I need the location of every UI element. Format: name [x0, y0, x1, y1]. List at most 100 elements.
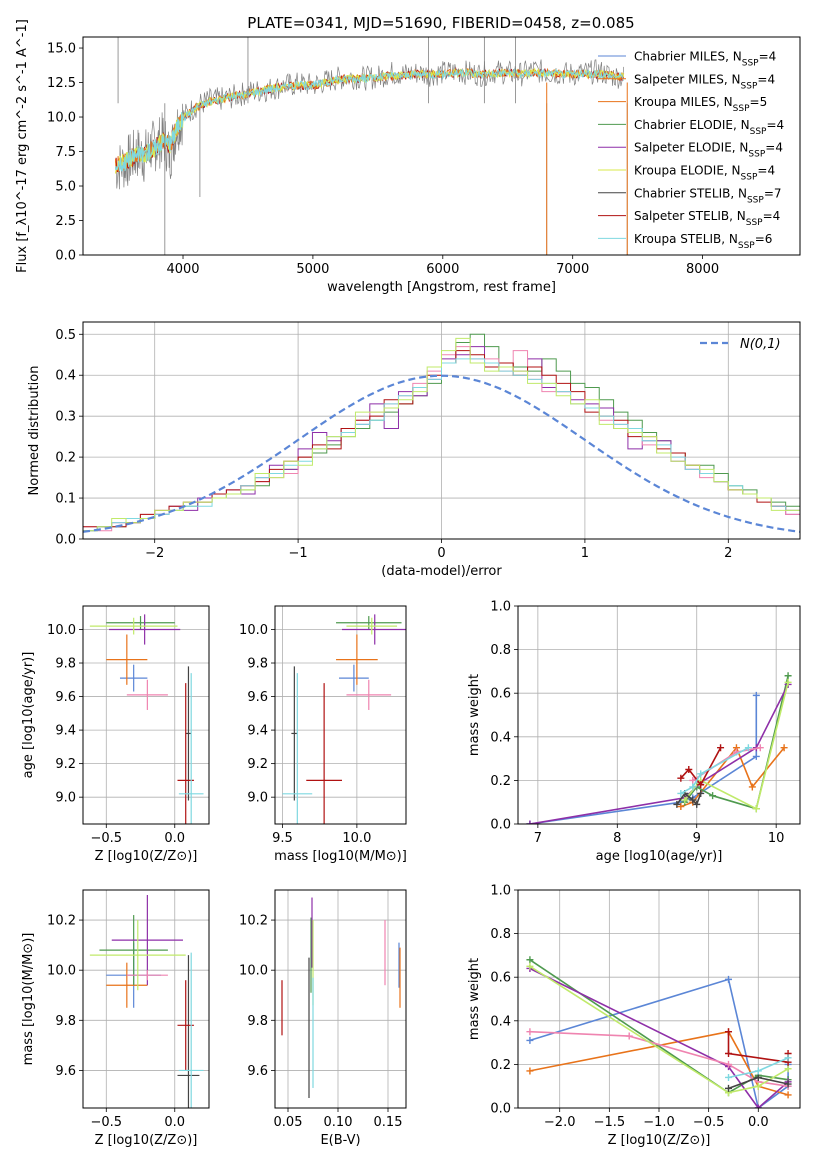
weight-marker — [784, 672, 792, 680]
x-axis-label: (data-model)/error — [381, 564, 502, 579]
y-tick-label: 0.0 — [490, 1102, 511, 1117]
weight-marker — [756, 744, 764, 752]
axes-frame — [517, 605, 801, 825]
y-tick-label: 0.4 — [490, 1014, 511, 1029]
weight-lines — [526, 672, 792, 824]
x-tick-label: 7000 — [556, 262, 589, 277]
x-tick-label: 5000 — [296, 262, 329, 277]
x-tick-label: −1.0 — [643, 1115, 675, 1130]
panel-mass-weight-vs-age: 7 8 9 10 0.0 0.2 0.4 0.6 0.8 1.0 age [log10(age/yr… — [467, 600, 801, 864]
weight-line — [529, 1030, 789, 1096]
legend-label: Chabrier STELIB, NSSP=7 — [634, 186, 782, 205]
weight-marker — [677, 789, 685, 797]
x-tick-label: −1.5 — [594, 1115, 626, 1130]
y-tick-label: 2.5 — [55, 214, 76, 229]
y-tick-label: 10.0 — [239, 964, 268, 979]
y-tick-label: 9.6 — [55, 690, 76, 705]
spectrum-lines — [115, 37, 628, 255]
weight-marker — [697, 770, 705, 778]
x-tick-label: −0.5 — [90, 1115, 122, 1130]
weight-marker — [709, 792, 717, 800]
panel-mass-weight-vs-Z: −2.0 −1.5 −1.0 −0.5 0.0 0.0 0.2 0.4 0.6 0.8 1.0 Z [… — [467, 884, 801, 1148]
model-spectrum-line — [115, 66, 625, 173]
panel-residuals: −2 −1 0 1 2 0.0 0.1 0.2 0.3 0.4 0.5 (data-model)/er… — [27, 321, 801, 579]
x-tick-label: 6000 — [426, 262, 459, 277]
x-tick-label: 9.5 — [272, 831, 293, 846]
x-tick-label: 0.10 — [324, 1115, 353, 1130]
axes-frame — [82, 605, 210, 825]
normal-curve — [83, 374, 800, 533]
x-tick-label: −2 — [145, 546, 164, 561]
model-spectrum-line — [115, 67, 625, 174]
weight-line — [680, 747, 722, 787]
x-axis-label: wavelength [Angstrom, rest frame] — [327, 280, 556, 295]
y-tick-label: 0.6 — [490, 971, 511, 986]
y-tick-label: 9.2 — [55, 757, 76, 772]
model-spectrum-line — [115, 68, 625, 172]
weight-marker — [677, 774, 685, 782]
y-tick-label: 0.8 — [490, 643, 511, 658]
weight-line — [529, 967, 789, 1108]
x-axis-label: Z [log10(Z/Z⊙)] — [95, 1133, 198, 1148]
y-tick-label: 0.0 — [55, 249, 76, 264]
panel-mass-vs-Z: −0.5 0.0 9.6 9.8 10.0 10.2 Z [log10(Z/Z⊙)] mass… — [21, 889, 210, 1148]
x-axis-label: Z [log10(Z/Z⊙)] — [608, 1133, 711, 1148]
weight-marker — [725, 1084, 733, 1092]
x-axis-label: E(B-V) — [320, 1133, 360, 1148]
panel-spectrum: 4000 5000 6000 7000 8000 0.0 2.5 5.0 7.5 10.0 12.5… — [15, 19, 801, 295]
x-tick-label: 10 — [768, 831, 785, 846]
y-tick-label: 10.0 — [239, 623, 268, 638]
weight-marker — [526, 1028, 534, 1036]
weight-marker — [754, 1082, 762, 1090]
x-tick-label: 0 — [437, 546, 445, 561]
x-tick-label: 10.0 — [342, 831, 371, 846]
weight-marker — [526, 820, 534, 824]
y-tick-label: 0.2 — [490, 774, 511, 789]
weight-marker — [784, 1091, 792, 1099]
y-tick-label: 7.5 — [55, 145, 76, 160]
y-tick-label: 0.8 — [490, 927, 511, 942]
y-tick-label: 9.8 — [247, 657, 268, 672]
weight-line — [529, 965, 789, 1094]
y-axis-label: mass [log10(M/M⊙)] — [21, 933, 36, 1066]
histogram-step — [83, 337, 800, 532]
panel-age-vs-Z: −0.5 0.0 9.0 9.2 9.4 9.6 9.8 10.0 Z [log10(Z/Z⊙)… — [21, 605, 210, 864]
axes-frame — [82, 321, 801, 540]
weight-marker — [784, 1065, 792, 1073]
weight-marker — [752, 691, 760, 699]
model-spectrum-line — [115, 67, 625, 173]
weight-marker — [754, 1073, 762, 1081]
panel-age-vs-mass: 9.5 10.0 9.0 9.2 9.4 9.6 9.8 10.0 mass [log10(M/… — [239, 605, 407, 864]
axes-frame — [274, 605, 407, 825]
weight-marker — [693, 800, 701, 808]
weight-marker — [673, 800, 681, 808]
y-axis-label: Flux [f_λ10^-17 erg cm^-2 s^-1 A^-1] — [15, 19, 30, 273]
legend-label: Salpeter STELIB, NSSP=4 — [634, 209, 780, 228]
weight-marker — [754, 1067, 762, 1075]
axes-frame — [82, 36, 801, 256]
y-tick-label: 9.8 — [247, 1014, 268, 1029]
y-tick-label: 10.0 — [47, 111, 76, 126]
y-axis-label: age [log10(age/yr)] — [21, 652, 36, 779]
y-tick-label: 9.8 — [55, 657, 76, 672]
legend-label: Salpeter MILES, NSSP=4 — [634, 72, 775, 91]
y-tick-label: 1.0 — [490, 884, 511, 899]
x-tick-label: −0.5 — [90, 831, 122, 846]
legend-label: Salpeter ELODIE, NSSP=4 — [634, 141, 783, 160]
weight-marker — [725, 1060, 733, 1068]
weight-marker — [754, 1104, 762, 1108]
x-tick-label: −1 — [289, 546, 308, 561]
weight-marker — [748, 783, 756, 791]
legend-label: Kroupa ELODIE, NSSP=4 — [634, 164, 775, 183]
weight-marker — [752, 752, 760, 760]
x-tick-label: 0.0 — [164, 831, 185, 846]
histograms — [83, 333, 800, 533]
y-tick-label: 9.6 — [247, 1064, 268, 1079]
x-tick-label: 0.0 — [164, 1115, 185, 1130]
y-tick-label: 0.5 — [55, 328, 76, 343]
weight-marker — [526, 1067, 534, 1075]
y-tick-label: 0.0 — [55, 533, 76, 548]
panel-mass-vs-EBV: 0.05 0.10 0.15 9.6 9.8 10.0 10.2 E(B-V) — [239, 889, 407, 1148]
x-tick-label: 0.0 — [748, 1115, 769, 1130]
